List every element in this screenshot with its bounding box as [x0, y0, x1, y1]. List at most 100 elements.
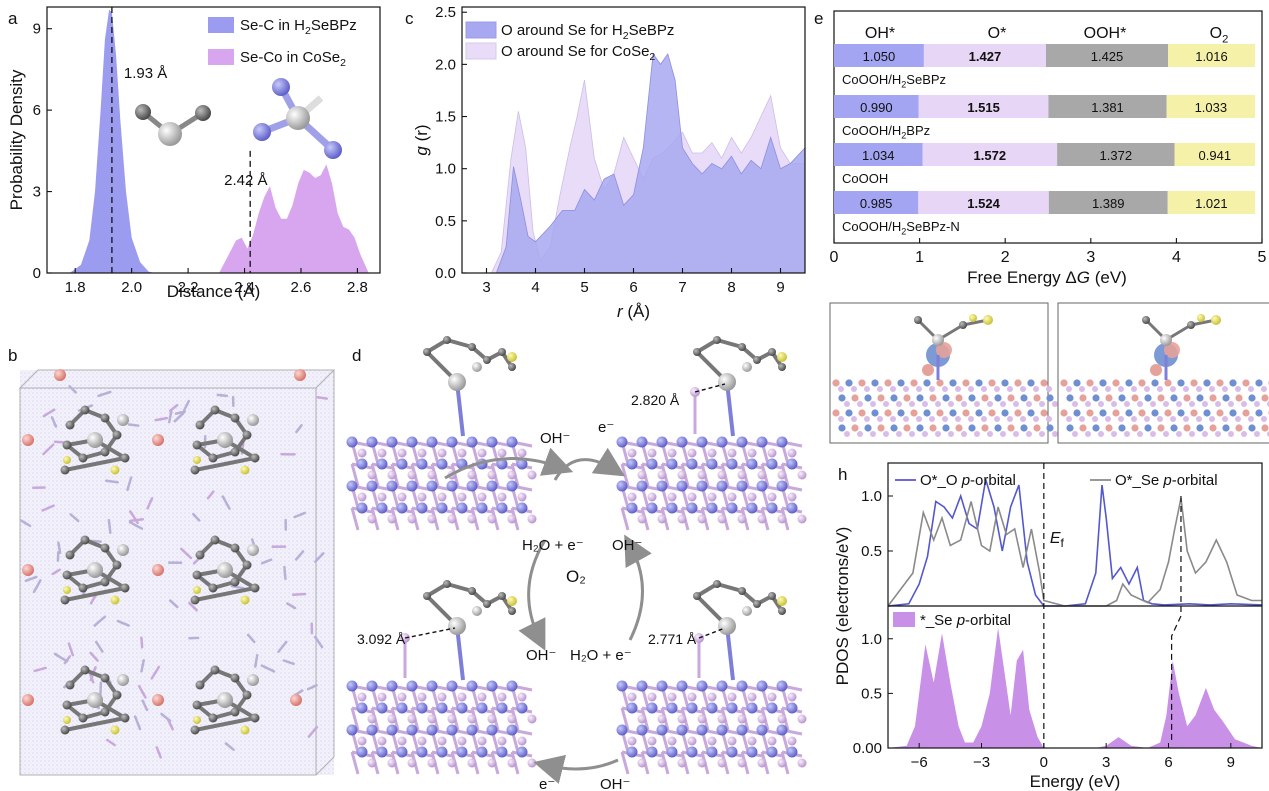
selenium-atom [457, 692, 467, 702]
cobalt-atom [786, 458, 798, 470]
cobalt-atom [776, 724, 788, 736]
carbon-atom [753, 356, 761, 364]
lattice-atom [1170, 416, 1176, 422]
atom [190, 725, 200, 735]
selenium-atom [637, 758, 647, 768]
cobalt-atom [386, 680, 398, 692]
atom [190, 465, 200, 475]
cobalt-atom [446, 480, 458, 492]
selenium-atom [447, 514, 457, 524]
density-lobe [1131, 424, 1139, 432]
cobalt-atom [766, 702, 778, 714]
lattice-atom [1131, 416, 1137, 422]
lattice-atom [948, 401, 954, 407]
solvent-stick [295, 423, 303, 434]
atom [192, 440, 202, 450]
solvent-stick [306, 683, 318, 691]
solvent-stick [126, 476, 133, 492]
bar-value-label: 1.381 [1091, 100, 1124, 115]
cobalt-atom [726, 458, 738, 470]
selenium-atom [787, 736, 797, 746]
lattice-atom [1007, 416, 1013, 422]
lattice-atom [1026, 401, 1032, 407]
atom [217, 562, 233, 578]
cobalt-atom [366, 480, 378, 492]
atom [60, 465, 70, 475]
lattice-atom [1039, 401, 1045, 407]
selenium-atom [687, 736, 697, 746]
density-lobe [1203, 409, 1211, 417]
sulfur-atom [507, 352, 517, 362]
selenium-atom [487, 714, 497, 724]
solvent-stick [42, 408, 56, 418]
arrow-right [624, 534, 652, 641]
bar-segment [1046, 44, 1168, 67]
carbon-atom [195, 105, 211, 121]
y-axis-title: g (r) [412, 124, 431, 155]
cobalt-atom [496, 746, 508, 758]
lattice-atom [1092, 416, 1098, 422]
selenium-atom [718, 373, 736, 391]
solvent-stick [146, 497, 154, 510]
carbon-atom [443, 336, 451, 344]
selenium-atom [667, 736, 677, 746]
bar-segment [1048, 191, 1168, 214]
lattice-atom [948, 431, 954, 437]
selenium-atom [477, 448, 487, 458]
density-lobe [1222, 424, 1230, 432]
atom [195, 420, 205, 430]
atom [65, 680, 75, 690]
density-lobe [910, 379, 918, 387]
selenium-atom [467, 514, 477, 524]
density-lobe [1118, 394, 1126, 402]
density-lobe [1086, 379, 1094, 387]
selenium-atom [667, 692, 677, 702]
bar-segment [1166, 95, 1255, 118]
selenium-atom [717, 714, 727, 724]
lattice-atom [981, 386, 987, 392]
cobalt-atom [656, 436, 668, 448]
carbon-atom [1187, 321, 1195, 329]
sulfur-atom [1197, 314, 1205, 322]
density-lobe [1066, 394, 1074, 402]
cobalt-atom [506, 724, 518, 736]
density-lobe [1138, 409, 1146, 417]
ion-atom [294, 369, 306, 381]
cobalt-atom [426, 680, 438, 692]
bar-segment [834, 44, 924, 67]
atom [208, 583, 218, 593]
lattice-atom [1144, 386, 1150, 392]
density-lobe [1196, 424, 1204, 432]
panel-f-charge-density [829, 302, 1058, 444]
cobalt-atom [426, 480, 438, 492]
lattice-atom [1020, 416, 1026, 422]
lattice-atom [864, 386, 870, 392]
solvent-stick [51, 568, 61, 576]
atom [100, 543, 110, 553]
y-tick-label: 3 [33, 184, 41, 201]
lattice-atom [955, 416, 961, 422]
lattice-atom [1052, 431, 1058, 437]
atom [210, 405, 220, 415]
atom [230, 447, 240, 457]
ion-atom [22, 564, 34, 576]
selenium-atom [437, 736, 447, 746]
selenium-atom [777, 758, 787, 768]
x-axis-title: Distance (Å) [167, 282, 261, 301]
cobalt-atom [706, 458, 718, 470]
density-lobe [1164, 342, 1180, 358]
selenium-atom [517, 492, 527, 502]
panel-h-pdos-chart: Ef 0.5 1.0 0.00 0.5 1.0 −6 −3 0 3 6 9 Energy (eV) PDO… [833, 462, 1263, 791]
cobalt-atom [636, 724, 648, 736]
ion-atom [152, 434, 164, 446]
catalyst-slab [346, 336, 537, 531]
sulfur-atom [969, 314, 977, 322]
density-lobe [988, 379, 996, 387]
bond [194, 586, 256, 602]
legend-label-1: O*_Se p-orbital [1115, 472, 1218, 489]
cobalt-atom [436, 702, 448, 714]
catalyst-slab [346, 580, 537, 775]
density-lobe [1027, 379, 1035, 387]
solvent-stick [224, 742, 235, 751]
organic-molecule [190, 535, 260, 605]
